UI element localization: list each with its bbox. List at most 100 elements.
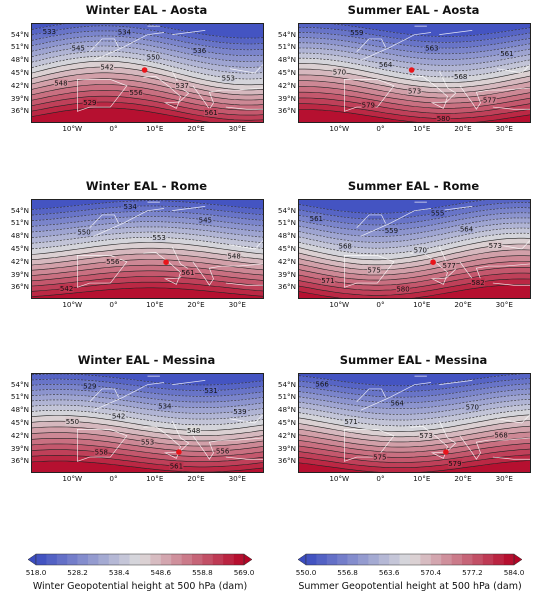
- contour-line: [299, 42, 530, 60]
- colorbar-gradient: [298, 553, 522, 566]
- longitude-tick-label: 10°W: [329, 474, 350, 483]
- contour-label-bg: [315, 380, 330, 389]
- colorbar-segment: [140, 554, 151, 565]
- contour-label: 553: [152, 234, 165, 242]
- contour-line: [299, 278, 530, 296]
- latitude-tick-label: 45°N: [10, 244, 29, 253]
- filled-contour-band: [32, 221, 263, 238]
- contour-line: [299, 425, 530, 443]
- contour-line: [299, 454, 530, 468]
- contour-line: [32, 378, 263, 392]
- contour-label: 550: [77, 229, 90, 237]
- contour-label: 577: [483, 96, 496, 104]
- contour-line: [32, 72, 263, 96]
- contour-line: [32, 231, 263, 244]
- filled-contour-band: [32, 374, 263, 385]
- contour-line: [32, 460, 263, 472]
- filled-contour-band: [32, 67, 263, 95]
- contour-line: [32, 409, 263, 426]
- contour-line: [32, 66, 263, 91]
- colorbar-segment: [129, 554, 141, 565]
- colorbar-segment: [46, 554, 58, 565]
- colorbar-tick-label: 548.6: [150, 568, 172, 577]
- contour-label: 571: [344, 418, 357, 426]
- colorbar-segment: [181, 554, 193, 565]
- contour-label: 542: [60, 285, 73, 293]
- contour-label: 582: [471, 279, 484, 287]
- filled-contour-band: [32, 237, 263, 255]
- latitude-tick-label: 54°N: [10, 379, 29, 389]
- contour-line: [32, 107, 210, 122]
- contour-label: 529: [83, 99, 96, 107]
- contour-label-bg: [169, 462, 184, 470]
- longitude-tick-label: 10°W: [329, 124, 350, 133]
- contour-line: [32, 374, 263, 386]
- filled-contour-band: [32, 200, 263, 210]
- colorbar-outline: [305, 553, 515, 566]
- contour-line: [32, 25, 263, 45]
- contour-label: 561: [310, 215, 323, 223]
- filled-contour-band: [299, 238, 530, 265]
- filled-contour-band: [299, 212, 530, 237]
- contour-label: 561: [170, 463, 183, 471]
- latitude-tick-label: 39°N: [277, 443, 296, 453]
- summer-colorbar: 550.0 556.8 563.6 570.4 577.2 584.0 Summer Geo…: [296, 553, 524, 593]
- contour-label-bg: [227, 252, 242, 260]
- contour-line: [32, 24, 263, 39]
- contour-label-bg: [361, 100, 376, 109]
- contour-map: 555 561 559 564 568 570 573 575 577 571 580 582: [298, 199, 531, 299]
- panel-title: Summer EAL - Messina: [339, 353, 488, 367]
- contour-label-bg: [129, 88, 143, 97]
- contour-line: [299, 212, 530, 232]
- latitude-tick-label: 42°N: [10, 430, 29, 440]
- contour-line: [299, 431, 530, 448]
- colorbar-segment: [378, 554, 390, 565]
- contour-line: [32, 449, 263, 462]
- latitude-tick-label: 36°N: [277, 106, 296, 116]
- contour-label-bg: [180, 268, 195, 277]
- contour-label: 550: [66, 418, 79, 426]
- contour-line: [32, 84, 263, 106]
- contour-label-bg: [71, 43, 86, 52]
- latitude-tick-label: 39°N: [277, 93, 296, 103]
- contour-line: [32, 242, 263, 255]
- colorbar-segment: [472, 554, 484, 565]
- contour-line: [32, 205, 263, 216]
- filled-contour-band: [32, 259, 263, 276]
- latitude-tick-label: 45°N: [10, 68, 29, 77]
- longitude-tick-label: 30°E: [228, 124, 246, 133]
- longitude-tick-label: 30°E: [495, 124, 513, 133]
- colorbar-segment: [503, 554, 515, 565]
- contour-label-bg: [471, 278, 485, 287]
- contour-label: 575: [373, 453, 386, 461]
- contour-label-bg: [338, 241, 353, 250]
- contour-line: [299, 383, 530, 398]
- contour-line: [32, 264, 263, 276]
- contour-label: 564: [379, 61, 393, 69]
- contour-label-bg: [442, 261, 457, 270]
- colorbar-segment: [36, 554, 47, 565]
- contour-line: [32, 95, 263, 116]
- contour-label-bg: [424, 43, 439, 52]
- filled-contour-band: [299, 399, 530, 421]
- contour-label-bg: [42, 27, 57, 36]
- contour-line: [32, 384, 263, 397]
- contour-label-bg: [53, 79, 68, 88]
- contour-label: 556: [216, 447, 230, 455]
- latitude-tick-label: 51°N: [277, 392, 296, 402]
- contour-label-bg: [221, 73, 236, 82]
- contour-label: 556: [129, 89, 143, 97]
- contour-line: [32, 259, 263, 271]
- filled-contour-band: [32, 51, 263, 79]
- latitude-tick-label: 51°N: [277, 218, 296, 228]
- contour-label: 536: [193, 47, 207, 55]
- coastline: [344, 25, 530, 112]
- latitude-tick-label: 48°N: [10, 231, 29, 241]
- contour-label-bg: [59, 284, 74, 293]
- colorbar-tick-label: 556.8: [337, 568, 358, 577]
- coastline: [77, 201, 263, 288]
- contour-label-bg: [419, 431, 434, 440]
- filled-contour-band: [32, 24, 263, 44]
- colorbar-segment: [337, 554, 348, 565]
- filled-contour-band: [32, 226, 263, 244]
